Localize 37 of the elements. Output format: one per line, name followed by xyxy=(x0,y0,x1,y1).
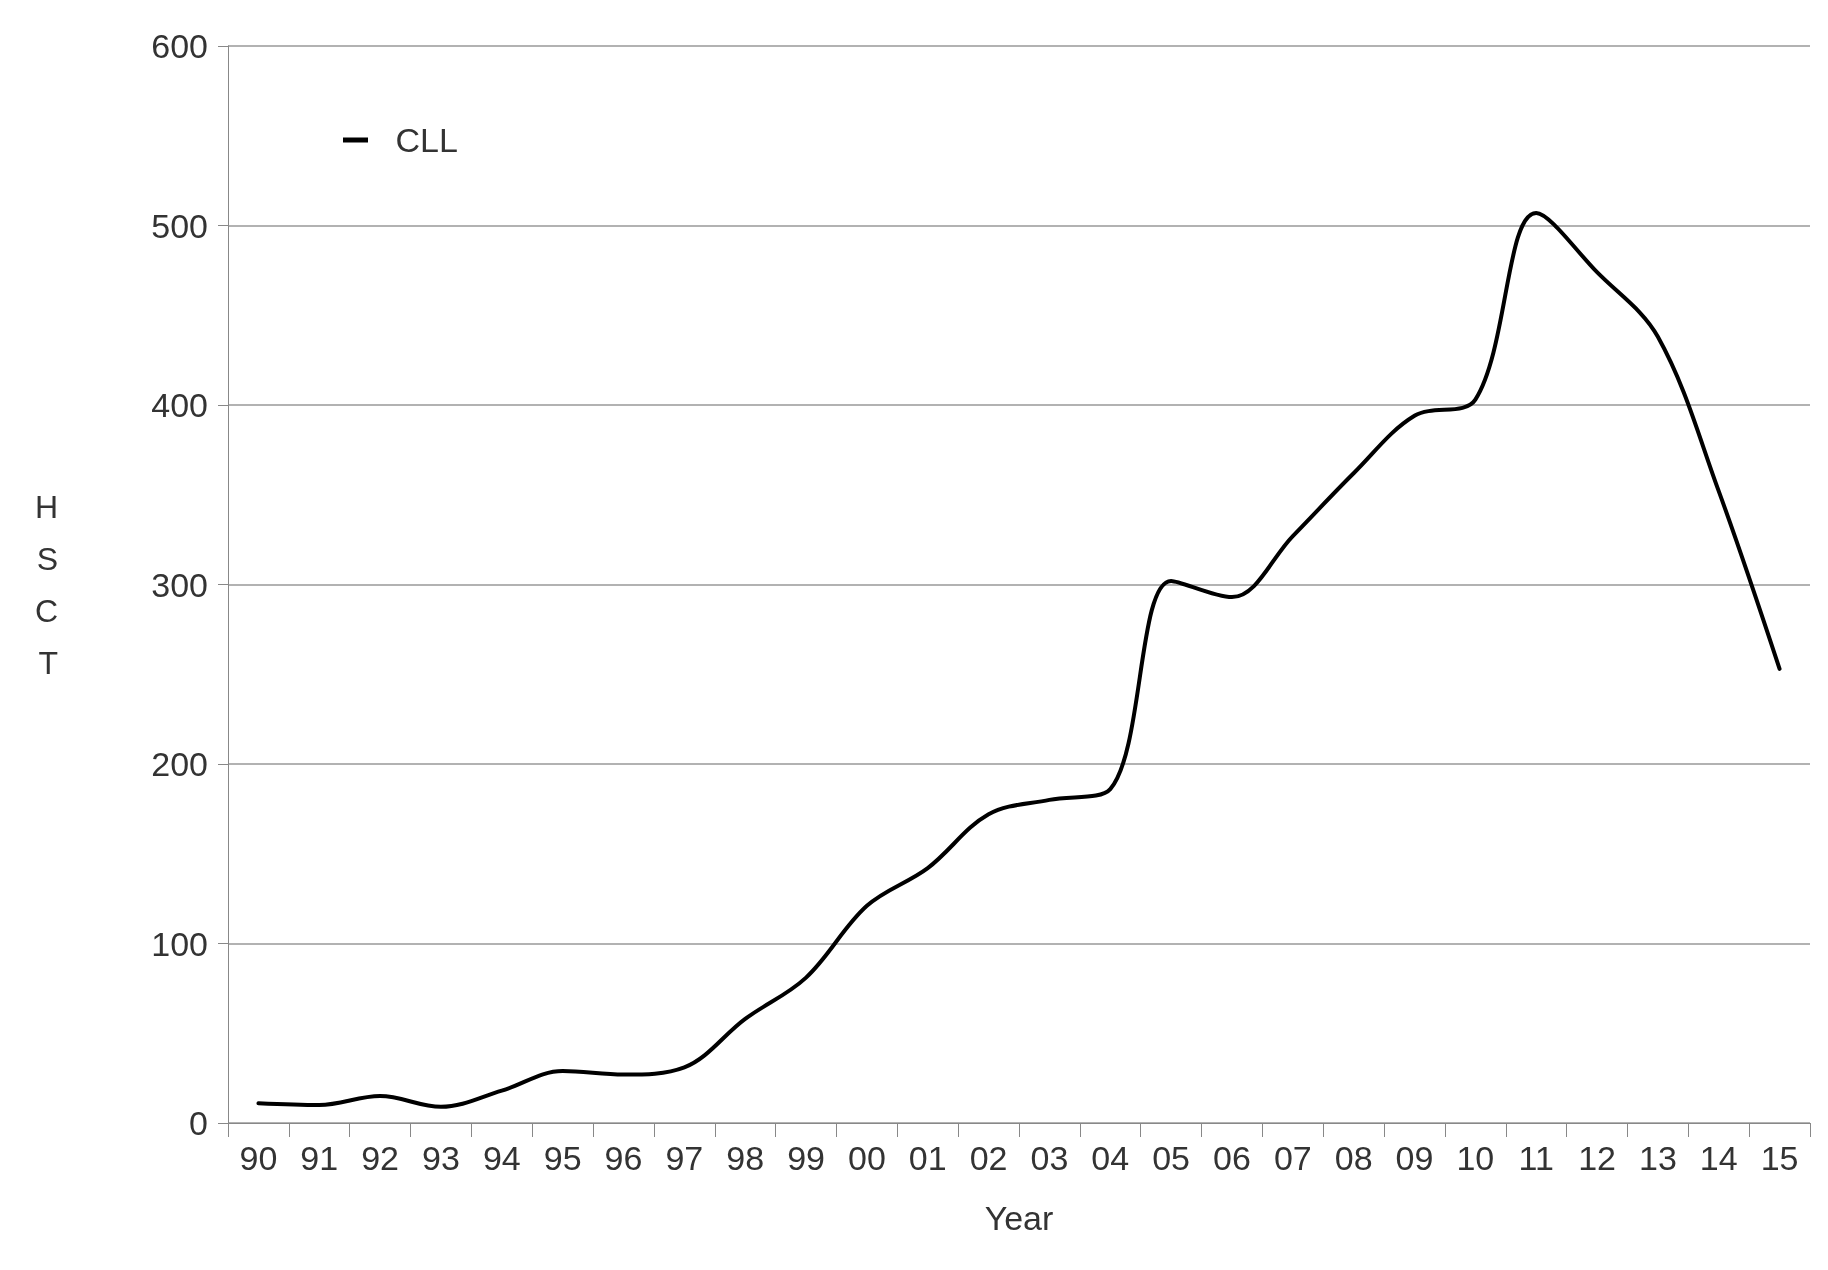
x-tick-label: 91 xyxy=(300,1139,339,1177)
x-tick-label: 13 xyxy=(1638,1139,1677,1177)
y-tick-label: 400 xyxy=(151,386,208,424)
x-tick-label: 14 xyxy=(1699,1139,1738,1177)
x-tick-label: 92 xyxy=(361,1139,400,1177)
x-tick-label: 98 xyxy=(726,1139,765,1177)
x-tick-label: 02 xyxy=(969,1139,1008,1177)
x-axis-title: Year xyxy=(984,1199,1054,1237)
x-tick-label: 94 xyxy=(482,1139,521,1177)
x-tick-label: 90 xyxy=(239,1139,278,1177)
x-tick-label: 05 xyxy=(1152,1139,1191,1177)
x-tick-label: 99 xyxy=(787,1139,825,1177)
x-tick-label: 11 xyxy=(1518,1139,1554,1177)
x-tick-label: 95 xyxy=(543,1139,582,1177)
x-tick-label: 07 xyxy=(1273,1139,1312,1177)
y-tick-label: 300 xyxy=(151,565,208,604)
x-tick-label: 06 xyxy=(1213,1139,1251,1177)
y-axis-title: HSCT xyxy=(34,488,58,681)
x-tick-label: 93 xyxy=(422,1139,460,1177)
line-series xyxy=(256,210,1782,1109)
x-tick-label: 15 xyxy=(1760,1139,1799,1177)
y-tick-label: 600 xyxy=(151,27,208,65)
x-tick-label: 08 xyxy=(1334,1139,1373,1177)
y-tick-label: 100 xyxy=(151,924,208,963)
x-tick-label: 04 xyxy=(1091,1139,1130,1177)
x-tick-label: 00 xyxy=(847,1139,886,1177)
x-tick-label: 10 xyxy=(1456,1139,1495,1177)
x-tick-label: 96 xyxy=(604,1139,643,1177)
x-tick-label: 12 xyxy=(1578,1139,1616,1177)
x-tick-label: 03 xyxy=(1030,1139,1069,1177)
x-tick-label: 97 xyxy=(665,1139,704,1177)
x-tick-label: 09 xyxy=(1395,1139,1434,1177)
y-tick-label: 200 xyxy=(151,745,208,783)
legend-label: CLL xyxy=(395,121,458,159)
x-tick-label: 01 xyxy=(908,1139,947,1177)
y-tick-label: 500 xyxy=(151,206,208,245)
y-tick-label: 0 xyxy=(189,1104,208,1142)
